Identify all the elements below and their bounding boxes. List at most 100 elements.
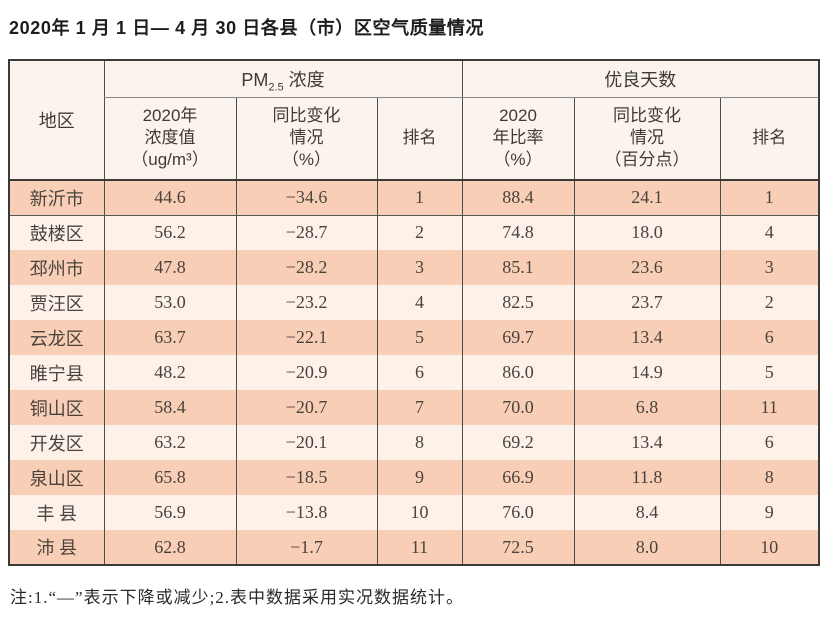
- column-header-pm-change: 同比变化 情况 （%）: [235, 97, 377, 181]
- cell-region: 贾汪区: [8, 285, 104, 320]
- cell-region: 丰 县: [8, 495, 104, 530]
- cell-region: 新沂市: [8, 180, 104, 216]
- cell-pm-value: 56.2: [103, 215, 236, 250]
- cell-pm-change: −22.1: [235, 320, 377, 355]
- cell-good-change: 8.4: [573, 495, 720, 530]
- column-header-pm-value: 2020年 浓度值 （ug/m³）: [103, 97, 236, 181]
- cell-good-rank: 11: [719, 390, 820, 425]
- cell-good-rate: 70.0: [461, 390, 574, 425]
- cell-pm-value: 63.2: [103, 425, 236, 460]
- cell-pm-change: −34.6: [235, 180, 377, 216]
- cell-pm-value: 44.6: [103, 180, 236, 216]
- cell-pm-rank: 6: [376, 355, 462, 390]
- table-row: 铜山区 58.4 −20.7 7 70.0 6.8 11: [8, 390, 820, 425]
- cell-pm-value: 47.8: [103, 250, 236, 285]
- cell-good-change: 8.0: [573, 530, 720, 565]
- cell-pm-rank: 5: [376, 320, 462, 355]
- cell-pm-value: 65.8: [103, 460, 236, 495]
- cell-good-change: 23.6: [573, 250, 720, 285]
- table-row: 沛 县 62.8 −1.7 11 72.5 8.0 10: [8, 530, 820, 565]
- cell-good-rate: 82.5: [461, 285, 574, 320]
- cell-good-rank: 9: [719, 495, 820, 530]
- cell-good-change: 13.4: [573, 425, 720, 460]
- cell-region: 邳州市: [8, 250, 104, 285]
- column-group-pm25: PM2.5 浓度: [103, 60, 462, 98]
- cell-pm-change: −13.8: [235, 495, 377, 530]
- cell-pm-change: −20.9: [235, 355, 377, 390]
- cell-good-change: 13.4: [573, 320, 720, 355]
- cell-pm-change: −20.7: [235, 390, 377, 425]
- cell-region: 泉山区: [8, 460, 104, 495]
- table-body: 新沂市 44.6 −34.6 1 88.4 24.1 1 鼓楼区 56.2 −28.7 2 74.8 1…: [8, 180, 820, 565]
- cell-pm-rank: 11: [376, 530, 462, 565]
- cell-good-rate: 69.2: [461, 425, 574, 460]
- cell-pm-rank: 8: [376, 425, 462, 460]
- cell-good-rate: 74.8: [461, 215, 574, 250]
- cell-pm-rank: 10: [376, 495, 462, 530]
- cell-good-rank: 3: [719, 250, 820, 285]
- cell-pm-value: 56.9: [103, 495, 236, 530]
- cell-region: 铜山区: [8, 390, 104, 425]
- cell-pm-value: 62.8: [103, 530, 236, 565]
- cell-good-change: 23.7: [573, 285, 720, 320]
- cell-good-change: 24.1: [573, 180, 720, 216]
- cell-pm-value: 58.4: [103, 390, 236, 425]
- cell-good-rate: 88.4: [461, 180, 574, 216]
- cell-good-rate: 85.1: [461, 250, 574, 285]
- cell-good-rank: 6: [719, 425, 820, 460]
- cell-pm-value: 53.0: [103, 285, 236, 320]
- group-header-row: 地区 PM2.5 浓度 优良天数: [8, 60, 820, 181]
- cell-pm-change: −28.7: [235, 215, 377, 250]
- cell-pm-rank: 4: [376, 285, 462, 320]
- air-quality-table: 地区 PM2.5 浓度 优良天数 2020年 浓度值 （ug/m³） 同比变化 …: [8, 59, 821, 566]
- cell-pm-rank: 7: [376, 390, 462, 425]
- sub-header-row: 2020年 浓度值 （ug/m³） 同比变化 情况 （%） 排名 2020 年比…: [9, 97, 820, 181]
- pm25-label-subscript: 2.5: [268, 81, 284, 94]
- cell-pm-rank: 2: [376, 215, 462, 250]
- cell-pm-change: −20.1: [235, 425, 377, 460]
- pm25-label-prefix: PM: [241, 69, 269, 90]
- cell-good-rank: 5: [719, 355, 820, 390]
- column-header-good-rank: 排名: [719, 97, 820, 181]
- column-header-pm-rank: 排名: [376, 97, 462, 181]
- cell-good-rate: 86.0: [461, 355, 574, 390]
- cell-good-change: 18.0: [573, 215, 720, 250]
- page-title: 2020年 1 月 1 日— 4 月 30 日各县（市）区空气质量情况: [9, 18, 485, 38]
- cell-pm-rank: 3: [376, 250, 462, 285]
- cell-pm-value: 63.7: [103, 320, 236, 355]
- cell-good-rate: 72.5: [461, 530, 574, 565]
- cell-good-rank: 10: [719, 530, 820, 565]
- cell-pm-change: −1.7: [235, 530, 377, 565]
- table-row: 邳州市 47.8 −28.2 3 85.1 23.6 3: [8, 250, 820, 285]
- cell-good-change: 11.8: [573, 460, 720, 495]
- table-row: 丰 县 56.9 −13.8 10 76.0 8.4 9: [8, 495, 820, 530]
- cell-good-rank: 6: [719, 320, 820, 355]
- cell-good-rate: 66.9: [461, 460, 574, 495]
- cell-good-rate: 76.0: [461, 495, 574, 530]
- column-header-region: 地区: [8, 60, 104, 181]
- cell-good-rate: 69.7: [461, 320, 574, 355]
- cell-good-change: 6.8: [573, 390, 720, 425]
- cell-region: 开发区: [8, 425, 104, 460]
- cell-good-rank: 1: [719, 180, 820, 216]
- table-row: 泉山区 65.8 −18.5 9 66.9 11.8 8: [8, 460, 820, 495]
- cell-pm-value: 48.2: [103, 355, 236, 390]
- cell-good-rank: 2: [719, 285, 820, 320]
- cell-pm-rank: 1: [376, 180, 462, 216]
- table-row: 新沂市 44.6 −34.6 1 88.4 24.1 1: [8, 180, 820, 216]
- cell-region: 鼓楼区: [8, 215, 104, 250]
- cell-good-rank: 8: [719, 460, 820, 495]
- cell-pm-rank: 9: [376, 460, 462, 495]
- pm25-label-suffix: 浓度: [283, 69, 325, 90]
- column-header-good-rate: 2020 年比率 （%）: [461, 97, 574, 181]
- cell-good-change: 14.9: [573, 355, 720, 390]
- table-row: 贾汪区 53.0 −23.2 4 82.5 23.7 2: [8, 285, 820, 320]
- table-row: 鼓楼区 56.2 −28.7 2 74.8 18.0 4: [8, 215, 820, 250]
- cell-good-rank: 4: [719, 215, 820, 250]
- footnote: 注:1.“—”表示下降或减少;2.表中数据采用实况数据统计。: [10, 588, 465, 607]
- table-row: 睢宁县 48.2 −20.9 6 86.0 14.9 5: [8, 355, 820, 390]
- table-row: 云龙区 63.7 −22.1 5 69.7 13.4 6: [8, 320, 820, 355]
- cell-region: 沛 县: [8, 530, 104, 565]
- table-row: 开发区 63.2 −20.1 8 69.2 13.4 6: [8, 425, 820, 460]
- table-header: 地区 PM2.5 浓度 优良天数 2020年 浓度值 （ug/m³） 同比变化 …: [8, 60, 820, 181]
